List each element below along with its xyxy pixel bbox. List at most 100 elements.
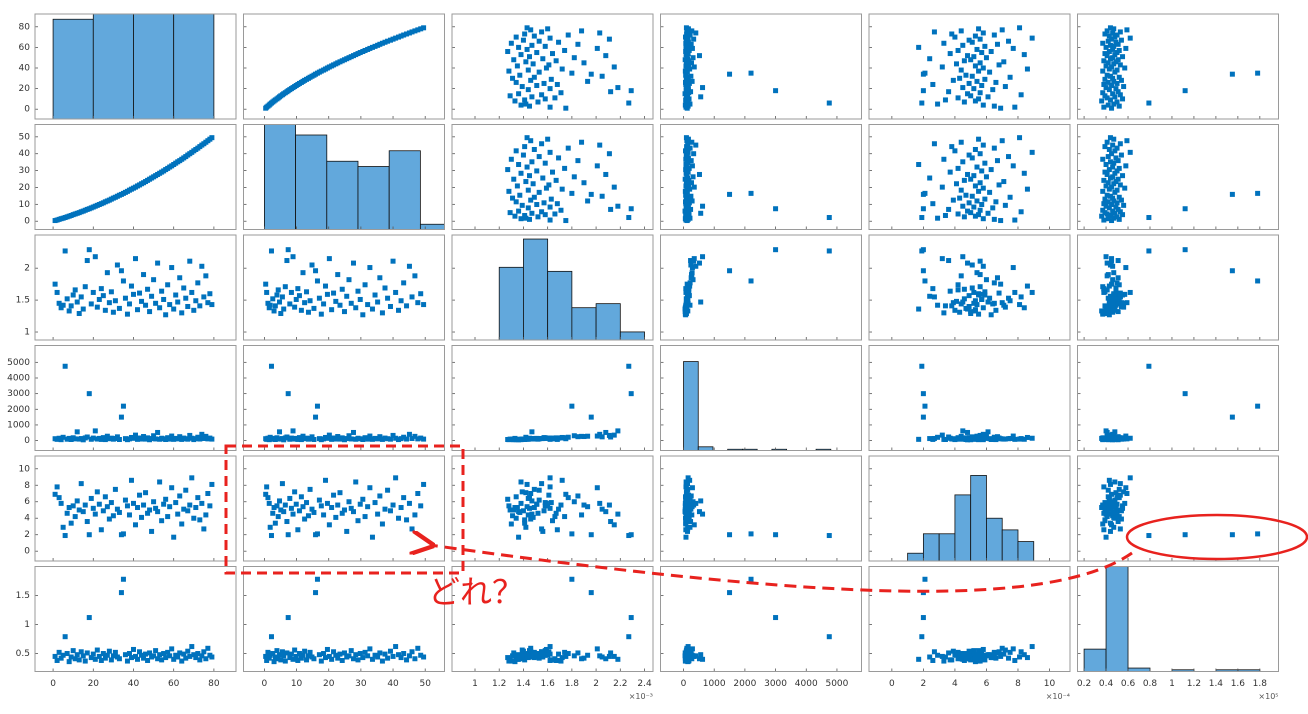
point — [1029, 644, 1035, 650]
y-tick-label: 60 — [19, 43, 31, 53]
point — [1115, 519, 1121, 525]
point — [689, 646, 695, 652]
y-tick-label: 40 — [19, 63, 31, 73]
point — [516, 162, 522, 168]
point — [187, 432, 193, 438]
point — [398, 33, 404, 39]
point — [524, 135, 530, 141]
point — [528, 27, 534, 33]
point — [603, 171, 609, 177]
point — [62, 634, 68, 640]
point — [285, 247, 291, 253]
point — [608, 89, 614, 95]
point — [773, 206, 779, 212]
point — [1116, 486, 1122, 492]
point — [980, 30, 986, 36]
point — [302, 516, 308, 522]
point — [691, 256, 697, 262]
point — [139, 514, 145, 520]
cell — [52, 14, 215, 119]
point — [547, 35, 553, 41]
point — [100, 508, 106, 514]
point — [396, 437, 402, 443]
point — [505, 167, 511, 173]
point — [958, 433, 964, 439]
point — [559, 477, 565, 483]
point — [313, 268, 319, 274]
point — [72, 514, 78, 520]
point — [931, 649, 937, 655]
point — [523, 490, 529, 496]
point — [543, 185, 549, 191]
point — [558, 658, 564, 664]
hist-bar — [295, 134, 328, 230]
point — [683, 534, 689, 540]
point — [74, 652, 80, 658]
point — [919, 363, 925, 369]
point — [1123, 45, 1129, 51]
point — [511, 176, 517, 182]
point — [522, 31, 528, 37]
point — [966, 37, 972, 43]
point — [991, 145, 997, 151]
point — [298, 437, 304, 443]
point — [522, 520, 528, 526]
point — [684, 146, 690, 152]
point — [545, 503, 551, 509]
point — [960, 42, 966, 48]
point — [969, 262, 975, 268]
point — [1110, 164, 1116, 170]
point — [353, 479, 359, 485]
point — [1006, 154, 1012, 160]
point — [685, 291, 691, 297]
point — [290, 511, 296, 517]
point — [1103, 183, 1109, 189]
point — [550, 657, 555, 663]
point — [980, 65, 986, 71]
point — [159, 518, 165, 524]
cell — [682, 247, 832, 318]
point — [541, 200, 547, 206]
point — [341, 507, 347, 513]
point — [541, 80, 547, 86]
point — [526, 173, 532, 179]
point — [949, 657, 955, 663]
point — [974, 198, 980, 204]
point — [685, 649, 691, 655]
point — [690, 174, 696, 180]
point — [565, 434, 571, 440]
point — [522, 97, 528, 103]
point — [1101, 104, 1107, 110]
point — [287, 655, 293, 661]
point — [1113, 204, 1119, 210]
point — [175, 299, 181, 305]
x-tick-label: 4000 — [795, 679, 818, 689]
point — [1123, 433, 1129, 439]
point — [955, 165, 961, 171]
point — [264, 289, 270, 295]
hist-bar — [547, 270, 573, 340]
point — [683, 286, 689, 292]
cell — [52, 363, 215, 443]
point — [1122, 291, 1128, 297]
point — [393, 289, 399, 295]
point — [149, 528, 155, 534]
point — [684, 645, 690, 651]
point — [994, 158, 1000, 164]
point — [969, 39, 975, 45]
point — [958, 28, 964, 34]
point — [531, 146, 537, 152]
point — [520, 508, 526, 514]
point — [542, 96, 548, 102]
point — [1113, 506, 1119, 512]
point — [191, 307, 197, 313]
point — [281, 306, 287, 312]
point — [183, 295, 189, 301]
point — [562, 435, 568, 441]
point — [603, 53, 609, 59]
point — [290, 428, 296, 434]
point — [686, 165, 692, 171]
point — [1114, 168, 1120, 174]
y-tick-label: 30 — [19, 166, 31, 176]
point — [626, 100, 632, 106]
